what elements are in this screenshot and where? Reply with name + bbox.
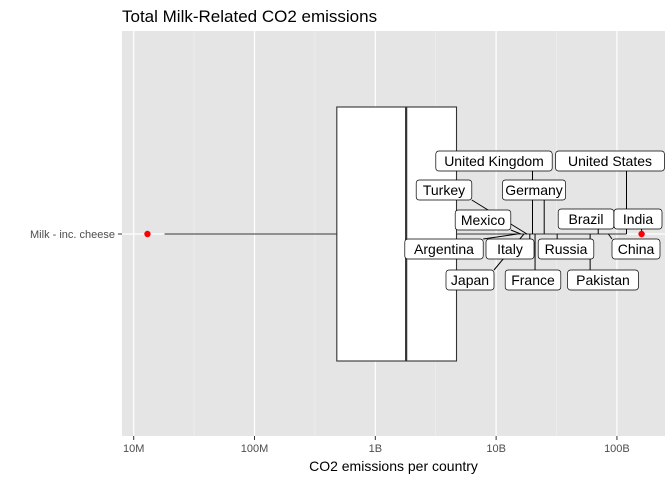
- country-label-box: [613, 208, 663, 230]
- country-label: Italy: [497, 241, 523, 257]
- country-label: Brazil: [568, 211, 603, 227]
- y-category-label: Milk - inc. cheese: [30, 229, 115, 241]
- country-label: Japan: [451, 272, 489, 288]
- country-label: China: [618, 241, 655, 257]
- country-label: United Kingdom: [444, 153, 544, 169]
- country-label: United States: [568, 153, 652, 169]
- x-tick-label: 1B: [369, 443, 382, 455]
- x-tick-label: 100B: [604, 443, 630, 455]
- country-label-box: [567, 269, 639, 291]
- country-label-box: [435, 150, 553, 172]
- country-label-box: [555, 150, 665, 172]
- leader-line: [510, 229, 521, 235]
- leader-line: [483, 233, 518, 240]
- country-label: Germany: [505, 182, 563, 198]
- axes: 10M 100M 1B 10B 100B: [118, 233, 630, 455]
- box: [336, 106, 458, 362]
- country-label-box: [454, 209, 512, 231]
- country-label-box: [404, 238, 484, 260]
- country-label-box: [537, 238, 595, 260]
- x-tick-label: 100M: [241, 443, 269, 455]
- country-label: Turkey: [423, 182, 465, 198]
- x-axis-title: CO2 emissions per country: [309, 458, 478, 474]
- country-label-box: [415, 179, 473, 201]
- outlier-point: [144, 230, 151, 238]
- country-label: India: [623, 211, 654, 227]
- country-label: Russia: [545, 241, 588, 257]
- boxplot: [164, 106, 627, 362]
- country-label: Pakistan: [576, 272, 630, 288]
- country-labels: United Kingdom United States Turkey Germany…: [404, 150, 665, 291]
- country-label-box: [504, 269, 562, 291]
- country-label: Mexico: [461, 212, 506, 228]
- outlier-points: [144, 230, 645, 238]
- country-label-box: [445, 269, 495, 291]
- x-tick-label: 10B: [486, 443, 506, 455]
- leader-line: [607, 233, 613, 240]
- country-label-box: [502, 179, 566, 201]
- country-label-box: [611, 238, 661, 260]
- chart-title: Total Milk-Related CO2 emissions: [122, 7, 377, 26]
- country-label-box: [485, 238, 535, 260]
- country-label: Argentina: [414, 241, 474, 257]
- country-label: France: [511, 272, 555, 288]
- x-tick-label: 10M: [123, 443, 144, 455]
- outlier-point: [638, 230, 645, 238]
